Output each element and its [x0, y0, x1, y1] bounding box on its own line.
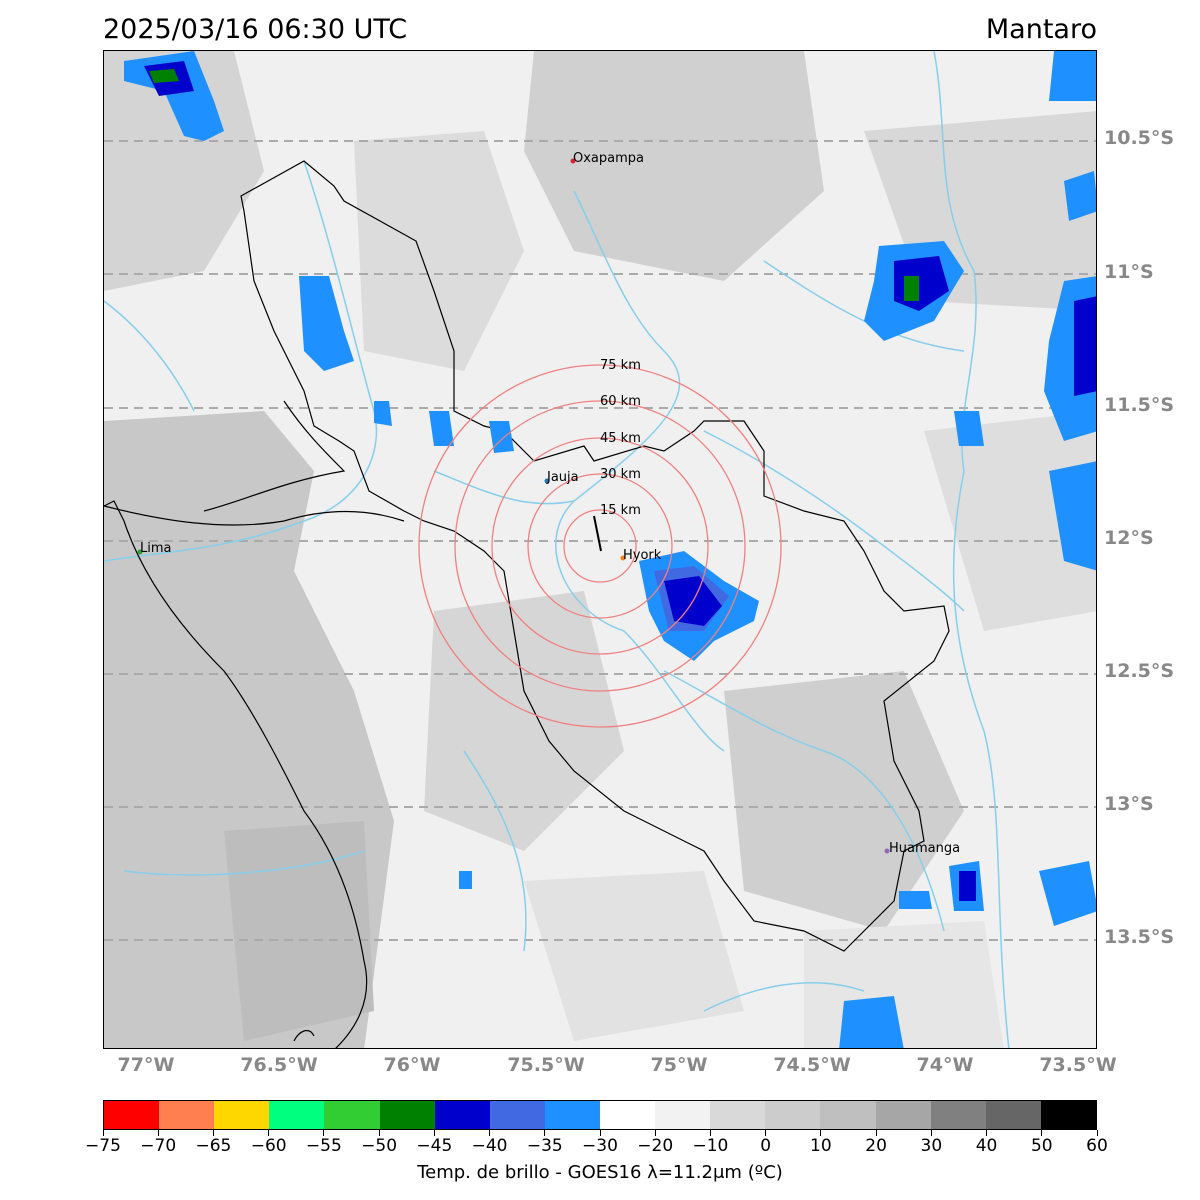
colorbar-tick-mark: [102, 1130, 104, 1136]
colorbar-tick-mark: [930, 1130, 932, 1136]
colorbar-segment: [489, 1101, 545, 1129]
range-rings: [418, 364, 782, 728]
map-region-title: Mantaro: [985, 14, 1097, 45]
city-label-lima: Lima: [140, 541, 171, 556]
colorbar-tick-label: −20: [637, 1136, 674, 1156]
colorbar-tick-mark: [1096, 1130, 1098, 1136]
colorbar-tick-mark: [709, 1130, 711, 1136]
city-label-jauja: Jauja: [546, 470, 579, 485]
map-datetime-title: 2025/03/16 06:30 UTC: [103, 14, 408, 45]
colorbar-tick-label: −50: [361, 1136, 398, 1156]
ring-label-75: 75 km: [600, 358, 641, 373]
colorbar-tick-mark: [157, 1130, 159, 1136]
cloud-top-background: [104, 51, 1096, 1048]
colorbar-segment: [544, 1101, 600, 1129]
temperature-colorbar: [103, 1100, 1097, 1130]
colorbar-segment: [875, 1101, 931, 1129]
colorbar-tick-mark: [875, 1130, 877, 1136]
colorbar-segment: [324, 1101, 380, 1129]
lon-label-75-5: 75.5°W: [507, 1054, 585, 1076]
ring-label-30: 30 km: [600, 467, 641, 482]
jauja-marker: [544, 478, 550, 484]
ring-label-15: 15 km: [600, 503, 641, 518]
lat-label-11: 11°S: [1104, 261, 1154, 283]
colorbar-tick-mark: [489, 1130, 491, 1136]
colorbar-tick-mark: [378, 1130, 380, 1136]
colorbar-tick-mark: [323, 1130, 325, 1136]
colorbar-tick-label: −65: [195, 1136, 232, 1156]
cold-cloud-tops: [124, 51, 1096, 1048]
colorbar-segment: [985, 1101, 1041, 1129]
lon-label-74: 74°W: [916, 1054, 974, 1076]
ring-label-45: 45 km: [600, 431, 641, 446]
lon-label-76-5: 76.5°W: [240, 1054, 318, 1076]
colorbar-segment: [820, 1101, 876, 1129]
colorbar-segment: [434, 1101, 490, 1129]
lat-label-12-5: 12.5°S: [1104, 660, 1175, 682]
range-ring-labels: 15 km 30 km 45 km 60 km 75 km: [600, 358, 641, 518]
colorbar-tick-mark: [212, 1130, 214, 1136]
colorbar-tick-label: 40: [975, 1136, 998, 1156]
lon-label-73-5: 73.5°W: [1039, 1054, 1117, 1076]
colorbar-tick-label: −70: [140, 1136, 177, 1156]
colorbar-tick-label: −10: [692, 1136, 729, 1156]
lon-label-74-5: 74.5°W: [773, 1054, 851, 1076]
colorbar-tick-label: 60: [1086, 1136, 1108, 1156]
colorbar-segment: [930, 1101, 986, 1129]
colorbar-segment: [1040, 1101, 1096, 1129]
ring-label-60: 60 km: [600, 394, 641, 409]
city-label-oxapampa: Oxapampa: [573, 151, 644, 166]
satellite-map: 15 km 30 km 45 km 60 km 75 km Oxapampa J…: [103, 50, 1097, 1049]
city-label-huamanga: Huamanga: [889, 841, 960, 856]
radar-direction-line: [593, 515, 602, 552]
colorbar-tick-mark: [654, 1130, 656, 1136]
colorbar-segment: [765, 1101, 821, 1129]
city-label-hyork: Hyork: [623, 548, 662, 563]
colorbar-segment: [599, 1101, 656, 1129]
colorbar-tick-mark: [1041, 1130, 1043, 1136]
colorbar-tick-label: −75: [85, 1136, 121, 1156]
lon-label-75: 75°W: [650, 1054, 708, 1076]
colorbar-tick-label: −30: [582, 1136, 618, 1156]
colorbar-segment: [159, 1101, 215, 1129]
colorbar-tick-mark: [820, 1130, 822, 1136]
colorbar-tick-mark: [986, 1130, 988, 1136]
colorbar-tick-mark: [433, 1130, 435, 1136]
colorbar-segment: [104, 1101, 160, 1129]
lat-label-13-5: 13.5°S: [1104, 926, 1175, 948]
colorbar-segment: [710, 1101, 766, 1129]
colorbar-tick-label: 0: [760, 1136, 772, 1156]
colorbar-tick-label: −60: [250, 1136, 287, 1156]
colorbar-segment: [379, 1101, 435, 1129]
colorbar-tick-label: 50: [1030, 1136, 1053, 1156]
colorbar-tick-label: −40: [471, 1136, 508, 1156]
city-markers: Oxapampa Jauja Hyork Lima Huamanga: [137, 151, 960, 856]
lon-label-76: 76°W: [383, 1054, 441, 1076]
colorbar-tick-label: −55: [305, 1136, 342, 1156]
lat-label-11-5: 11.5°S: [1104, 394, 1175, 416]
colorbar-tick-label: 10: [810, 1136, 832, 1156]
colorbar-tick-mark: [599, 1130, 601, 1136]
colorbar-tick-label: 20: [865, 1136, 887, 1156]
colorbar-segment: [269, 1101, 325, 1129]
colorbar-tick-label: 30: [920, 1136, 943, 1156]
lat-label-10-5: 10.5°S: [1104, 127, 1175, 149]
colorbar-tick-mark: [765, 1130, 767, 1136]
latitude-gridlines: [104, 140, 1096, 941]
colorbar-tick-mark: [544, 1130, 546, 1136]
colorbar-segment: [655, 1101, 711, 1129]
colorbar-title: Temp. de brillo - GOES16 λ=11.2μm (ºC): [417, 1162, 783, 1183]
lat-label-13: 13°S: [1104, 793, 1154, 815]
hyork-marker: [620, 555, 626, 561]
colorbar-tick-mark: [268, 1130, 270, 1136]
lat-label-12: 12°S: [1104, 527, 1154, 549]
oxapampa-marker: [570, 158, 576, 164]
huamanga-marker: [884, 848, 890, 854]
colorbar-segment: [214, 1101, 270, 1129]
lima-marker: [137, 549, 143, 555]
lon-label-77: 77°W: [117, 1054, 175, 1076]
colorbar-tick-label: −35: [526, 1136, 563, 1156]
colorbar-tick-label: −45: [416, 1136, 453, 1156]
